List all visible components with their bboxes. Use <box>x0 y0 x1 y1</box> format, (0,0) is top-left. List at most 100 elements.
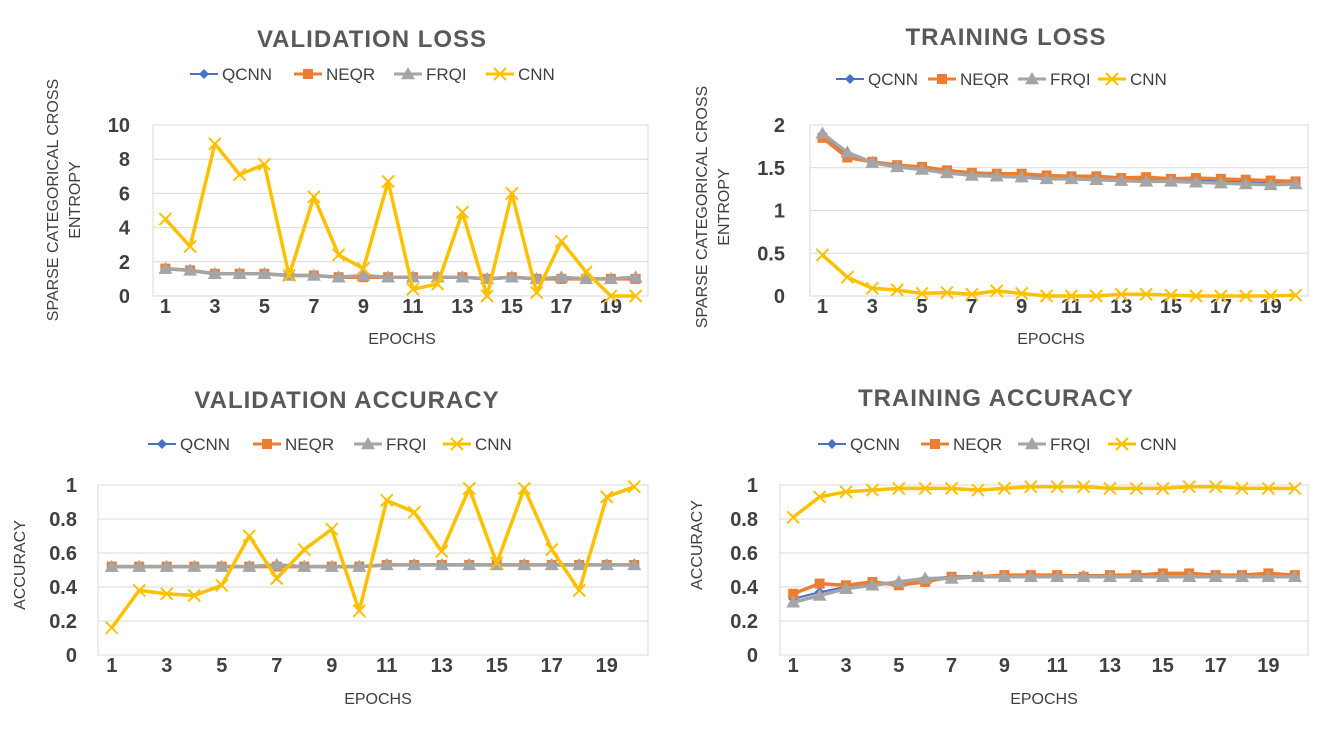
y-tick-label: 1 <box>774 201 785 223</box>
legend-marker <box>937 74 947 84</box>
data-point <box>381 270 396 283</box>
legend-label: QCNN <box>180 435 230 454</box>
data-point <box>352 604 366 618</box>
legend-label: CNN <box>475 435 512 454</box>
x-tick-label: 9 <box>358 296 369 318</box>
legend-item-qcnn: QCNN <box>148 435 230 454</box>
data-point <box>104 559 119 572</box>
chart-title: VALIDATION LOSS <box>257 26 487 53</box>
data-point <box>1239 289 1253 303</box>
y-tick-label: 0.6 <box>730 543 758 565</box>
x-tick-label: 17 <box>1204 655 1226 677</box>
x-tick-label: 15 <box>1152 655 1174 677</box>
x-tick-label: 17 <box>550 296 572 318</box>
legend-label: CNN <box>1130 70 1167 89</box>
y-tick-label: 0.8 <box>730 509 758 531</box>
legend-item-frqi: FRQI <box>1018 435 1091 454</box>
data-point <box>554 270 569 283</box>
x-tick-label: 9 <box>1016 296 1027 318</box>
data-point <box>490 556 504 570</box>
data-point <box>269 557 284 571</box>
x-tick-label: 5 <box>916 296 927 318</box>
data-point <box>504 270 519 283</box>
x-tick-label: 19 <box>596 655 618 677</box>
x-axis-label: EPOCHS <box>1017 331 1085 348</box>
legend-marker <box>199 69 209 79</box>
data-point <box>306 268 321 281</box>
y-tick-label: 0 <box>66 645 77 667</box>
y-tick-label: 0.8 <box>49 509 77 531</box>
data-point <box>944 481 959 496</box>
data-point <box>215 578 229 593</box>
data-point <box>480 289 494 303</box>
legend-marker <box>303 69 313 79</box>
data-point <box>1089 172 1104 185</box>
data-point <box>1213 176 1228 189</box>
data-point <box>158 261 173 274</box>
data-point <box>455 270 470 283</box>
data-point <box>379 557 394 571</box>
x-tick-label: 3 <box>161 655 172 677</box>
data-point <box>158 212 173 226</box>
data-point <box>455 205 470 219</box>
data-point <box>554 234 569 248</box>
y-tick-label: 0.4 <box>49 577 78 599</box>
data-point <box>892 481 906 496</box>
x-tick-label: 13 <box>431 655 453 677</box>
legend-label: CNN <box>1140 435 1177 454</box>
data-point <box>257 266 272 280</box>
data-point <box>462 481 476 496</box>
x-tick-label: 3 <box>209 296 220 318</box>
legend-item-neqr: NEQR <box>253 435 334 454</box>
legend: QCNN NEQR FRQI CNN <box>818 435 1177 454</box>
legend-marker <box>450 437 464 451</box>
data-point <box>1288 481 1302 496</box>
data-point <box>918 571 933 584</box>
series-frqi <box>815 126 1303 191</box>
x-tick-label: 9 <box>326 655 337 677</box>
data-point <box>788 588 799 599</box>
data-point <box>572 557 587 571</box>
legend-label: NEQR <box>960 70 1009 89</box>
y-tick-label: 2 <box>119 252 130 274</box>
y-axis-label: ACCURACY <box>12 520 29 610</box>
data-point <box>628 289 643 303</box>
legend-label: NEQR <box>285 435 334 454</box>
y-axis-label: ENTROPY <box>716 168 733 246</box>
data-point <box>1114 173 1129 186</box>
x-tick-label: 9 <box>999 655 1010 677</box>
data-point <box>1182 479 1196 494</box>
data-point <box>604 289 618 303</box>
x-tick-label: 7 <box>271 655 282 677</box>
data-point <box>786 510 800 525</box>
x-tick-label: 13 <box>1099 655 1121 677</box>
y-tick-label: 0 <box>747 645 758 667</box>
series-line <box>792 484 1295 519</box>
data-point <box>1129 481 1144 496</box>
series-line <box>111 563 635 569</box>
data-point <box>257 157 272 172</box>
y-tick-label: 2 <box>774 115 785 137</box>
series-cnn <box>815 248 1303 303</box>
data-point <box>839 485 853 499</box>
data-point <box>1214 289 1228 303</box>
legend-marker <box>361 437 375 450</box>
data-point <box>352 559 367 572</box>
series-line <box>821 253 1296 298</box>
data-point <box>1129 569 1144 583</box>
legend: QCNN NEQR FRQI CNN <box>836 70 1167 89</box>
data-point <box>627 557 642 571</box>
data-point <box>572 583 586 598</box>
legend-item-neqr: NEQR <box>928 70 1009 89</box>
series-neqr <box>788 568 1300 599</box>
x-tick-label: 17 <box>1210 296 1232 318</box>
data-point <box>1076 569 1091 583</box>
data-point <box>1050 569 1065 583</box>
legend-label: FRQI <box>1050 435 1091 454</box>
series-line <box>792 575 1295 604</box>
data-point <box>1235 481 1249 496</box>
data-point <box>1261 481 1276 496</box>
